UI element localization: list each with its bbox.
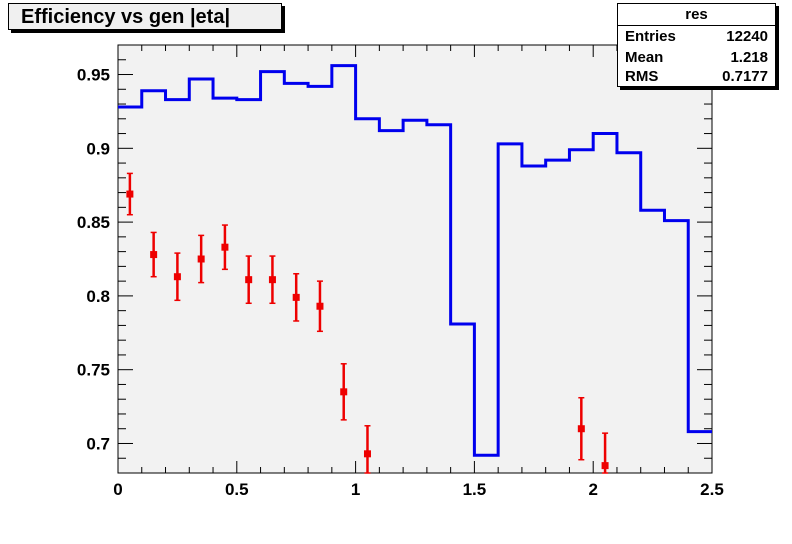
- y-tick-label: 0.8: [86, 287, 110, 306]
- data-point-marker: [126, 190, 134, 198]
- x-tick-label: 0: [113, 480, 122, 499]
- data-point-marker: [340, 388, 348, 396]
- data-point-marker: [292, 293, 300, 301]
- x-tick-label: 2.5: [700, 480, 724, 499]
- data-point-marker: [150, 251, 158, 259]
- stats-divider: [618, 25, 775, 26]
- x-tick-label: 1: [351, 480, 360, 499]
- data-point-marker: [363, 450, 371, 458]
- data-point-marker: [577, 425, 585, 433]
- stats-histogram-name: res: [685, 6, 708, 23]
- stat-mean-value: 1.218: [730, 49, 768, 66]
- y-tick-label: 0.7: [86, 434, 110, 453]
- x-tick-label: 2: [588, 480, 597, 499]
- stat-entries-label: Entries: [625, 28, 676, 45]
- stat-entries-value: 12240: [726, 28, 768, 45]
- stat-rms-value: 0.7177: [722, 68, 768, 85]
- y-tick-label: 0.75: [77, 361, 110, 380]
- x-tick-label: 1.5: [463, 480, 487, 499]
- data-point-marker: [197, 255, 205, 263]
- chart-title: Efficiency vs gen |eta|: [21, 6, 231, 28]
- axis-ticks: [117, 44, 713, 474]
- y-tick-label: 0.95: [77, 66, 110, 85]
- data-point-marker: [268, 276, 276, 284]
- data-point-marker: [221, 243, 229, 251]
- chart-title-box: Efficiency vs gen |eta|: [8, 3, 282, 30]
- plot-frame: [117, 44, 713, 474]
- data-point-marker: [173, 273, 181, 281]
- data-point-marker: [245, 276, 253, 284]
- stats-box: res Entries 12240 Mean 1.218 RMS 0.7177: [617, 3, 776, 87]
- stat-rms-label: RMS: [625, 68, 659, 85]
- histogram-series: [118, 64, 712, 457]
- stat-mean-label: Mean: [625, 49, 664, 66]
- data-series: [118, 64, 712, 474]
- data-point-marker: [316, 302, 324, 310]
- x-tick-label: 0.5: [225, 480, 249, 499]
- y-tick-label: 0.9: [86, 139, 110, 158]
- y-tick-label: 0.85: [77, 213, 110, 232]
- axis-tick-labels: 0 0.5 1 1.5 2 2.5 0.7 0.75 0.8 0.85 0.9 0.95: [77, 66, 724, 499]
- data-point-marker: [601, 462, 609, 470]
